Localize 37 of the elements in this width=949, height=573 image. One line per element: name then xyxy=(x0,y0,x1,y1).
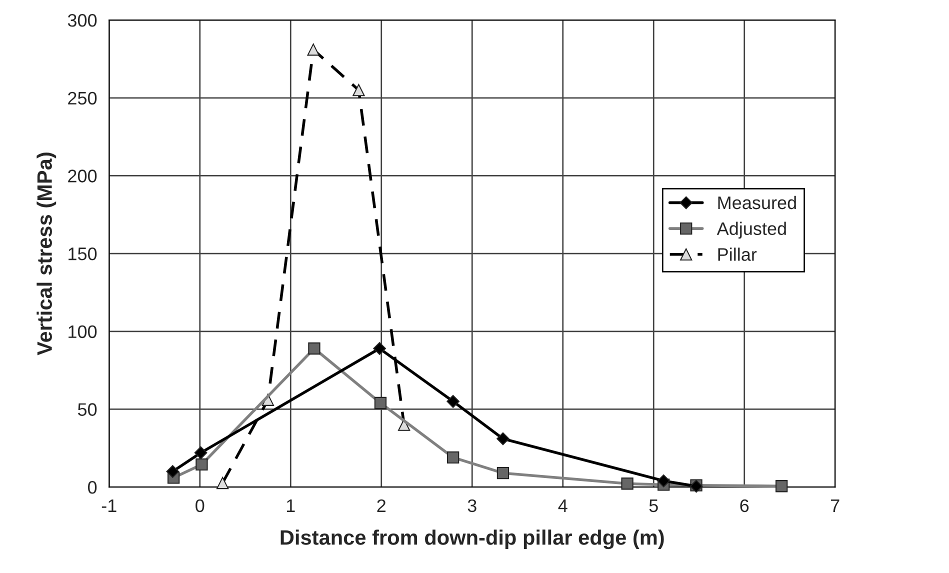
point xyxy=(196,458,208,471)
y-tick-label: 250 xyxy=(68,92,97,105)
y-tick-label: 150 xyxy=(68,247,97,260)
x-axis-title: Distance from down-dip pillar edge (m) xyxy=(280,530,664,550)
y-tick-label: 300 xyxy=(68,14,97,27)
point xyxy=(776,480,788,492)
point xyxy=(166,465,180,478)
point xyxy=(446,395,460,408)
point xyxy=(352,84,365,96)
point xyxy=(621,478,634,490)
legend-label: Measured xyxy=(718,196,796,210)
y-axis-title: Vertical stress (MPa) xyxy=(36,152,56,356)
x-tick-label: 0 xyxy=(196,499,204,512)
x-tick-label: 6 xyxy=(740,499,749,512)
x-tick-label: 7 xyxy=(831,500,840,512)
point xyxy=(496,466,510,480)
legend-label: Pillar xyxy=(718,248,757,261)
point xyxy=(307,44,320,56)
y-tick-label: 50 xyxy=(78,403,97,416)
point xyxy=(308,342,320,355)
x-tick-label: 4 xyxy=(558,500,568,512)
point xyxy=(373,342,386,355)
point xyxy=(496,432,510,446)
y-tick-label: 200 xyxy=(68,170,97,182)
y-tick-label: 0 xyxy=(88,480,97,494)
legend-label: Adjusted xyxy=(716,222,786,239)
point xyxy=(446,451,460,464)
x-tick-label: -1 xyxy=(102,500,116,512)
x-tick-label: 2 xyxy=(377,499,386,512)
x-tick-label: 5 xyxy=(649,500,658,512)
x-tick-label: 3 xyxy=(468,499,476,512)
point xyxy=(374,396,387,410)
point xyxy=(194,446,208,460)
x-tick-label: 1 xyxy=(286,500,295,512)
point xyxy=(216,476,229,490)
point xyxy=(657,474,670,488)
y-tick-label: 100 xyxy=(68,325,97,338)
